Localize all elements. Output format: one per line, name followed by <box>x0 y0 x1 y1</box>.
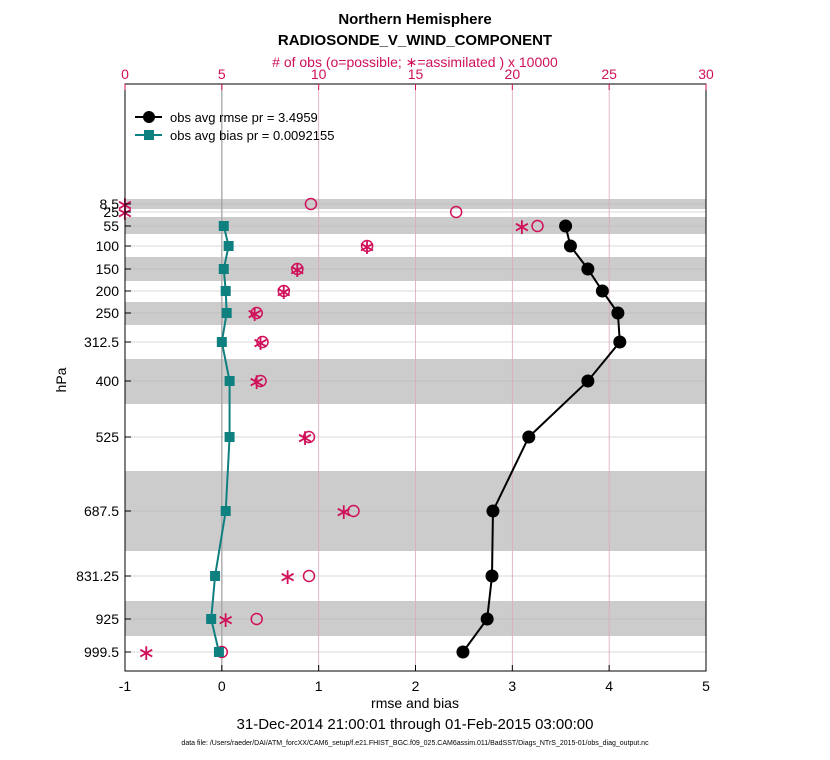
bias-point <box>220 506 231 516</box>
rmse-point <box>485 569 499 583</box>
top-tick-label: 5 <box>218 66 226 82</box>
bias-point <box>223 241 234 251</box>
obs-possible-marker <box>302 569 316 583</box>
bias-point <box>216 337 227 347</box>
obs-assimilated-marker: ∗ <box>296 426 314 451</box>
top-tick-label: 0 <box>121 66 129 82</box>
date-range: 31-Dec-2014 21:00:01 through 01-Feb-2015… <box>237 716 594 733</box>
x-tick-label: 2 <box>412 678 420 694</box>
rmse-point <box>595 284 609 298</box>
bias-point <box>221 308 232 318</box>
obs-possible-marker <box>254 374 267 388</box>
y-tick-label: 925 <box>96 611 120 627</box>
series-layer: ∗∗∗∗∗∗∗∗∗∗∗∗∗∗ <box>116 193 627 666</box>
obs-assimilated-marker: ∗ <box>288 258 306 283</box>
chart-subtitle: RADIOSONDE_V_WIND_COMPONENT <box>278 32 552 49</box>
x-tick-label: 3 <box>508 678 516 694</box>
rmse-point <box>559 219 573 233</box>
bias-point <box>220 286 231 296</box>
top-tick-label: 25 <box>601 66 617 82</box>
y-axis-label: hPa <box>53 367 69 392</box>
obs-possible-marker <box>250 612 263 626</box>
y-tick-label: 25 <box>103 204 119 220</box>
x-axis-label: rmse and bias <box>371 695 459 711</box>
rmse-point <box>486 504 500 518</box>
obs-possible-marker <box>277 284 291 298</box>
y-tick-label: 150 <box>96 261 120 277</box>
obs-possible-marker <box>360 239 374 253</box>
top-tick-label: 20 <box>505 66 521 82</box>
top-tick-label: 10 <box>311 66 327 82</box>
y-tick-label: 250 <box>96 305 120 321</box>
obs-assimilated-marker: ∗ <box>247 370 265 395</box>
obs-assimilated-marker: ∗ <box>335 500 353 525</box>
obs-assimilated-marker: ∗ <box>137 641 155 666</box>
y-tick-label: 55 <box>103 218 119 234</box>
obs-assimilated-marker: ∗ <box>275 280 293 305</box>
obs-possible-marker <box>531 219 544 233</box>
x-tick-label: 4 <box>605 678 613 694</box>
obs-assimilated-marker: ∗ <box>513 215 531 240</box>
bias-point <box>206 614 217 624</box>
top-axis-label: # of obs (o=possible; ∗=assimilated ) x … <box>272 54 558 70</box>
legend-rmse-marker <box>143 111 155 123</box>
rmse-point <box>563 239 577 253</box>
rmse-point <box>480 612 494 626</box>
rmse-point <box>613 335 627 349</box>
rmse-point <box>456 645 470 659</box>
bias-point <box>213 647 224 657</box>
bias-point <box>224 432 235 442</box>
x-tick-label: 0 <box>218 678 226 694</box>
bias-point <box>218 264 229 274</box>
rmse-point <box>522 430 536 444</box>
rmse-point <box>611 306 625 320</box>
bias-point <box>218 221 229 231</box>
data-file-footnote: data file: /Users/raeder/DAI/ATM_forcXX/… <box>181 740 649 747</box>
legend-bias-label: obs avg bias pr = 0.0092155 <box>170 128 334 143</box>
rmse-point <box>581 374 595 388</box>
rmse-point <box>581 262 595 276</box>
obs-assimilated-marker: ∗ <box>251 331 269 356</box>
legend-bias-marker <box>144 130 154 140</box>
obs-possible-marker <box>347 504 360 518</box>
y-tick-label: 999.5 <box>84 644 119 660</box>
obs-assimilated-marker: ∗ <box>278 565 296 590</box>
obs-possible-marker <box>304 197 318 211</box>
y-tick-label: 687.5 <box>84 503 119 519</box>
y-tick-label: 312.5 <box>84 334 119 350</box>
chart-title: Northern Hemisphere <box>338 11 491 28</box>
obs-assimilated-marker: ∗ <box>216 608 234 633</box>
obs-possible-marker <box>250 306 263 320</box>
obs-assimilated-marker: ∗ <box>246 302 264 327</box>
x-tick-label: -1 <box>119 678 132 694</box>
bias-point <box>224 376 235 386</box>
obs-possible-marker <box>302 430 316 444</box>
y-tick-label: 831.25 <box>76 568 119 584</box>
y-tick-label: 200 <box>96 283 120 299</box>
obs-possible-marker <box>291 262 304 276</box>
y-tick-label: 525 <box>96 429 120 445</box>
x-tick-label: 1 <box>315 678 323 694</box>
obs-possible-marker <box>256 335 269 349</box>
top-tick-label: 15 <box>408 66 424 82</box>
axes: -1 0 1 2 3 4 50 5 10 15 20 25 308.525551001502002503… <box>76 66 714 694</box>
x-tick-label: 5 <box>702 678 710 694</box>
top-tick-label: 30 <box>698 66 714 82</box>
y-tick-label: 400 <box>96 373 120 389</box>
legend-rmse-label: obs avg rmse pr = 3.4959 <box>170 110 318 125</box>
y-tick-label: 8.5 <box>100 196 120 212</box>
legend: obs avg rmse pr = 3.4959 obs avg bias pr… <box>135 110 334 143</box>
y-tick-label: 100 <box>96 238 120 254</box>
bias-point <box>210 571 221 581</box>
obs-assimilated-marker: ∗ <box>358 235 376 260</box>
obs-possible-marker <box>449 205 463 219</box>
